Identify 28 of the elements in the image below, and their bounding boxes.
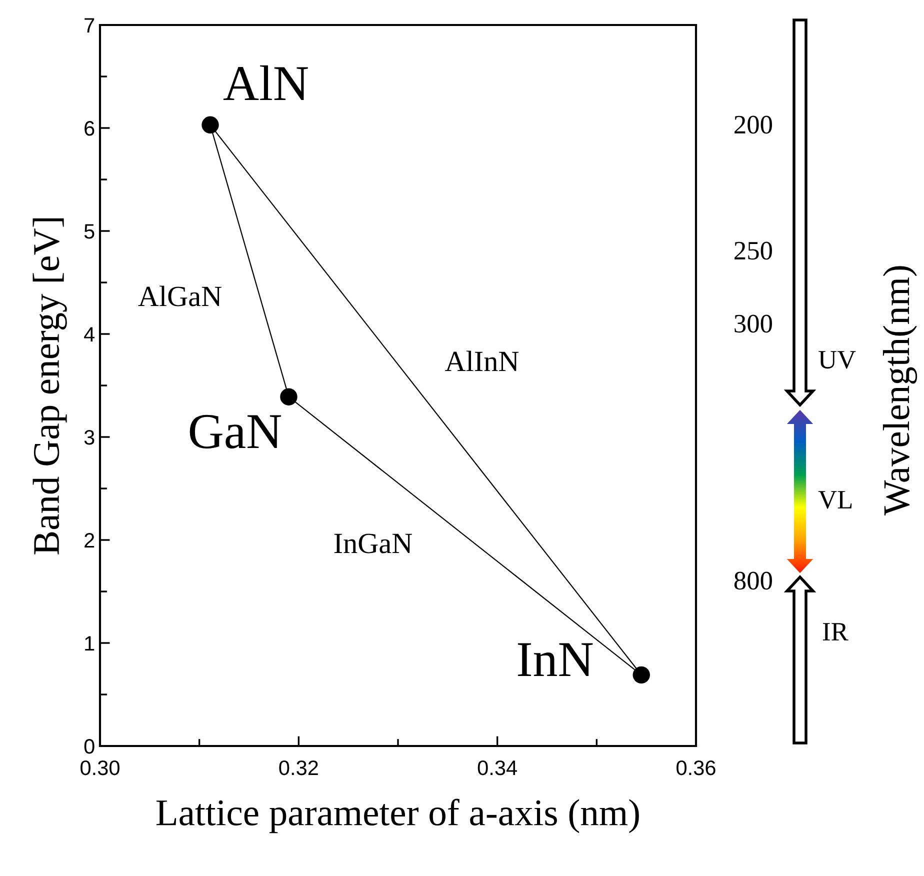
x-axis-title: Lattice parameter of a-axis (nm) [156, 798, 639, 834]
y2-axis-title: Wavelength(nm) [882, 266, 918, 516]
annotation: AlGaN [138, 286, 222, 306]
text: 250 [734, 242, 772, 260]
annotation: GaN [190, 414, 282, 449]
x-tick-label: 0.36 [676, 760, 716, 776]
y-tick-label: 7 [84, 18, 94, 33]
y-tick-label: 5 [84, 224, 94, 239]
y-tick-label: 2 [84, 533, 94, 548]
text: 300 [734, 314, 772, 333]
annotation: AlInN [445, 350, 519, 372]
y-axis-title: Band Gap energy [eV] [32, 218, 67, 554]
text: 200 [734, 116, 772, 134]
x-tick-label: 0.32 [279, 760, 318, 776]
y-tick-label: 3 [84, 430, 94, 445]
annotation: AlN [223, 65, 308, 100]
y-tick-label: 4 [84, 327, 95, 342]
x-tick-label: 0.34 [478, 760, 517, 776]
x-tick-label: 0.30 [80, 760, 120, 776]
y-tick-label: 0 [84, 739, 94, 754]
y-tick-label: 1 [85, 636, 94, 651]
text: VL [818, 491, 852, 509]
text: UV [818, 351, 856, 369]
annotation: InN [518, 643, 593, 676]
text: 800 [734, 572, 772, 590]
text: IR [822, 623, 848, 640]
annotation: InGaN [334, 534, 412, 554]
y-tick-label: 6 [84, 121, 94, 136]
